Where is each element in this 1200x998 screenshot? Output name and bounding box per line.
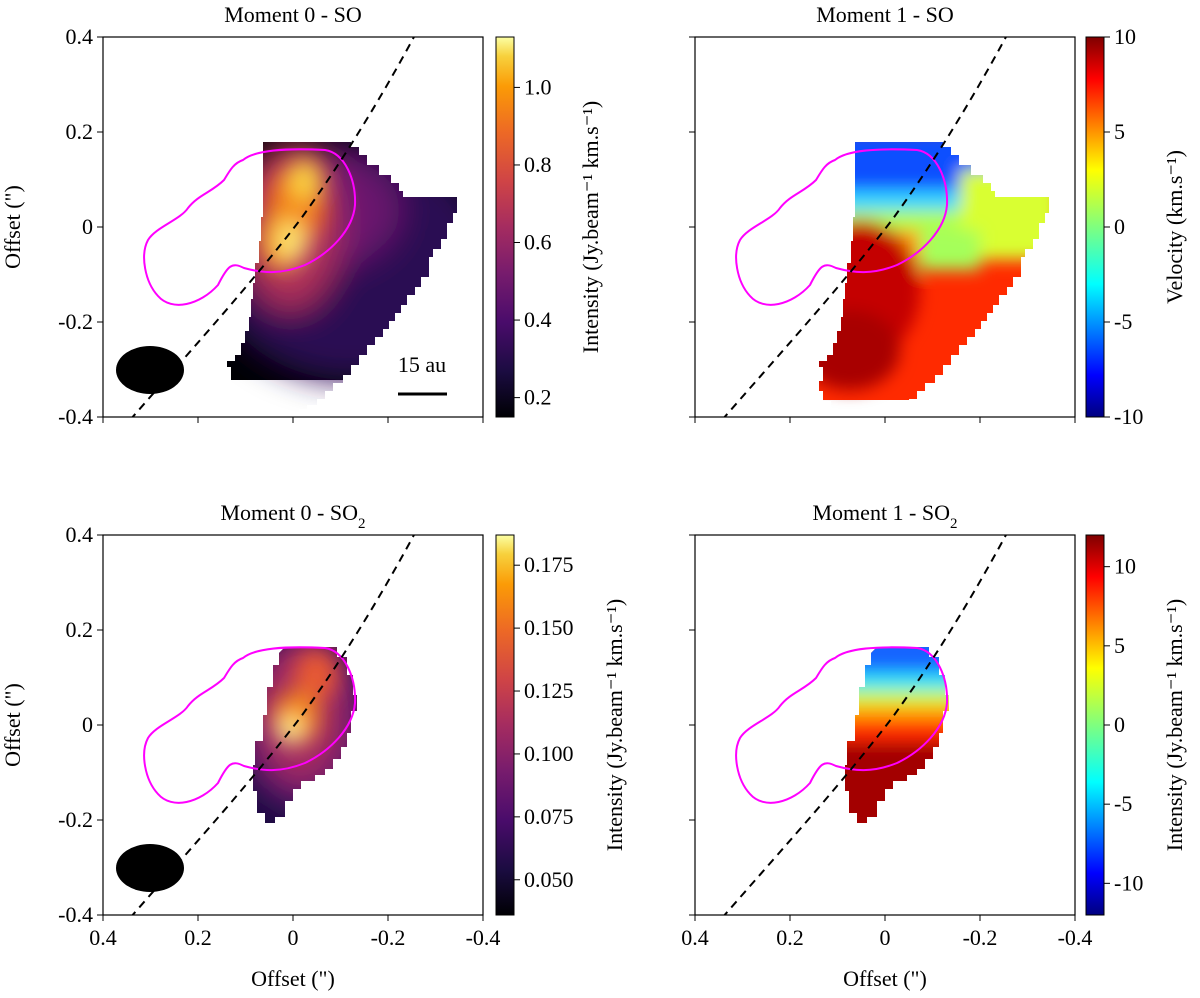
colorbar-ticks: -10 -5 0 5 10 xyxy=(1104,554,1143,895)
colorbar-tick-label: 5 xyxy=(1114,633,1125,658)
x-tick-label: 0.2 xyxy=(776,925,804,950)
colorbar xyxy=(1085,36,1105,418)
bottom-ticks xyxy=(694,417,1076,423)
scale-bar-label: 15 au xyxy=(398,352,446,377)
x-tick-label: -0.2 xyxy=(371,925,406,950)
x-tick-label: 0.2 xyxy=(184,925,212,950)
colorbar-label: Intensity (Jy.beam⁻¹ km.s⁻¹) xyxy=(578,101,603,354)
colorbar-tick-label: 0.8 xyxy=(524,152,552,177)
colorbar-tick-label: 10 xyxy=(1114,554,1136,579)
magenta-contour xyxy=(735,646,949,804)
y-tick-label: 0 xyxy=(82,712,93,737)
panel-moment1-so: Moment 1 - SO xyxy=(689,2,1187,429)
x-tick-label: -0.4 xyxy=(466,925,501,950)
colorbar-ticks: 0.2 0.4 0.6 0.8 1.0 xyxy=(514,74,552,410)
dashed-curve xyxy=(131,37,416,417)
x-tick-label: -0.4 xyxy=(1058,925,1093,950)
bottom-ticks xyxy=(102,417,484,423)
colorbar-tick-label: 0 xyxy=(1114,712,1125,737)
colorbar-tick-label: -5 xyxy=(1114,309,1132,334)
panel-moment1-so2: Moment 1 - SO2 0.4 0.2 0 -0.2 -0. xyxy=(681,500,1187,991)
x-ticks: 0.4 0.2 0 -0.2 -0.4 xyxy=(89,915,500,950)
y-tick-label: -0.4 xyxy=(58,902,93,927)
colorbar-tick-label: 0.100 xyxy=(524,741,574,766)
x-tick-label: 0 xyxy=(880,925,891,950)
x-tick-label: -0.2 xyxy=(963,925,998,950)
x-tick-label: 0.4 xyxy=(89,925,117,950)
colorbar-label: Intensity (Jy.beam⁻¹ km.s⁻¹) xyxy=(602,599,627,852)
beam-ellipse xyxy=(116,346,184,394)
colorbar-tick-label: 0.175 xyxy=(524,552,574,577)
y-tick-label: 0.2 xyxy=(66,617,94,642)
dashed-curve xyxy=(131,535,416,915)
y-tick-label: 0.2 xyxy=(66,119,94,144)
colorbar-ticks: 0.050 0.075 0.100 0.125 0.150 0.175 xyxy=(514,552,574,892)
colorbar-tick-label: 0.6 xyxy=(524,230,552,255)
colorbar-label: Velocity (km.s⁻¹) xyxy=(1162,150,1187,304)
dashed-curve xyxy=(723,535,1008,915)
colorbar-label: Intensity (Jy.beam⁻¹ km.s⁻¹) xyxy=(1162,599,1187,852)
colorbar-tick-label: 5 xyxy=(1114,119,1125,144)
colorbar-tick-label: 0.075 xyxy=(524,804,574,829)
panel-moment0-so2: Moment 0 - SO2 -0.4-0.200.20.4 0.4 0.2 0 -0… xyxy=(0,500,627,991)
y-tick-label: -0.2 xyxy=(58,309,93,334)
y-tick-label: 0 xyxy=(82,214,93,239)
colorbar-tick-label: 0 xyxy=(1114,214,1125,239)
colorbar-tick-label: 10 xyxy=(1114,24,1136,49)
dashed-curve xyxy=(723,37,1008,417)
magenta-contour xyxy=(735,148,949,306)
colorbar-tick-label: 1.0 xyxy=(524,74,552,99)
velocity-map xyxy=(819,142,1049,400)
colorbar xyxy=(495,36,515,418)
colorbar xyxy=(1085,534,1105,916)
left-ticks xyxy=(689,534,695,916)
y-tick-label: -0.4 xyxy=(58,404,93,429)
colorbar-tick-label: 0.050 xyxy=(524,867,574,892)
intensity-map xyxy=(253,647,357,823)
colorbar-tick-label: -10 xyxy=(1114,404,1143,429)
panel-moment0-so: Moment 0 - SO 15 au xyxy=(0,2,603,429)
y-ticks: -0.4 -0.2 0 0.2 0.4 xyxy=(58,24,103,429)
colorbar xyxy=(495,534,515,916)
panel-title: Moment 0 - SO xyxy=(224,2,362,27)
y-tick-label: -0.2 xyxy=(58,807,93,832)
colorbar-tick-label: 0.2 xyxy=(524,385,552,410)
colorbar-ticks: -10 -5 0 5 10 xyxy=(1104,24,1143,429)
panel-title: Moment 1 - SO xyxy=(816,2,954,27)
magenta-contour xyxy=(143,148,357,306)
x-tick-label: 0 xyxy=(288,925,299,950)
x-axis-label: Offset (") xyxy=(251,966,335,991)
y-tick-label: 0.4 xyxy=(66,24,94,49)
y-tick-label: 0.4 xyxy=(66,522,94,547)
panel-title: Moment 0 - SO2 xyxy=(221,500,366,532)
beam-ellipse xyxy=(116,844,184,892)
colorbar-tick-label: 0.4 xyxy=(524,307,552,332)
colorbar-tick-label: 0.125 xyxy=(524,678,574,703)
colorbar-tick-label: 0.150 xyxy=(524,615,574,640)
x-axis-label: Offset (") xyxy=(843,966,927,991)
panel-title: Moment 1 - SO2 xyxy=(813,500,958,532)
magenta-contour xyxy=(143,646,357,804)
y-ticks: -0.4 -0.2 0 0.2 0.4 xyxy=(58,522,103,927)
x-tick-label: 0.4 xyxy=(681,925,709,950)
colorbar-tick-label: -5 xyxy=(1114,791,1132,816)
x-ticks: 0.4 0.2 0 -0.2 -0.4 xyxy=(681,915,1092,950)
colorbar-tick-label: -10 xyxy=(1114,870,1143,895)
y-axis-label: Offset (") xyxy=(0,683,25,767)
y-axis-label: Offset (") xyxy=(0,185,25,269)
velocity-map xyxy=(845,647,949,823)
left-ticks xyxy=(689,36,695,418)
